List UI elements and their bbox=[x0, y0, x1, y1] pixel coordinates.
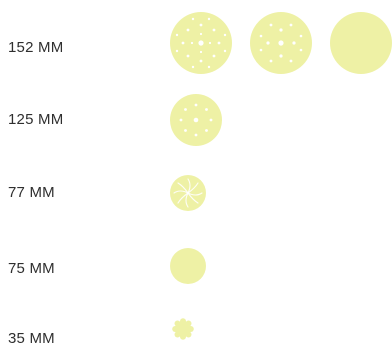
scalloped-disc-icon bbox=[172, 318, 194, 340]
size-label: 75 MM bbox=[8, 260, 55, 277]
eight-hole-disc-icon bbox=[170, 94, 222, 146]
multi-hole-disc-icon bbox=[170, 12, 232, 74]
swirl-disc-icon bbox=[170, 175, 206, 211]
size-label: 152 MM bbox=[8, 39, 64, 56]
hole-pattern-disc-icon bbox=[250, 12, 312, 74]
solid-disc-icon bbox=[170, 248, 206, 284]
size-label: 77 MM bbox=[8, 184, 55, 201]
size-label: 125 MM bbox=[8, 111, 64, 128]
size-label: 35 MM bbox=[8, 330, 55, 347]
solid-disc-icon bbox=[330, 12, 392, 74]
